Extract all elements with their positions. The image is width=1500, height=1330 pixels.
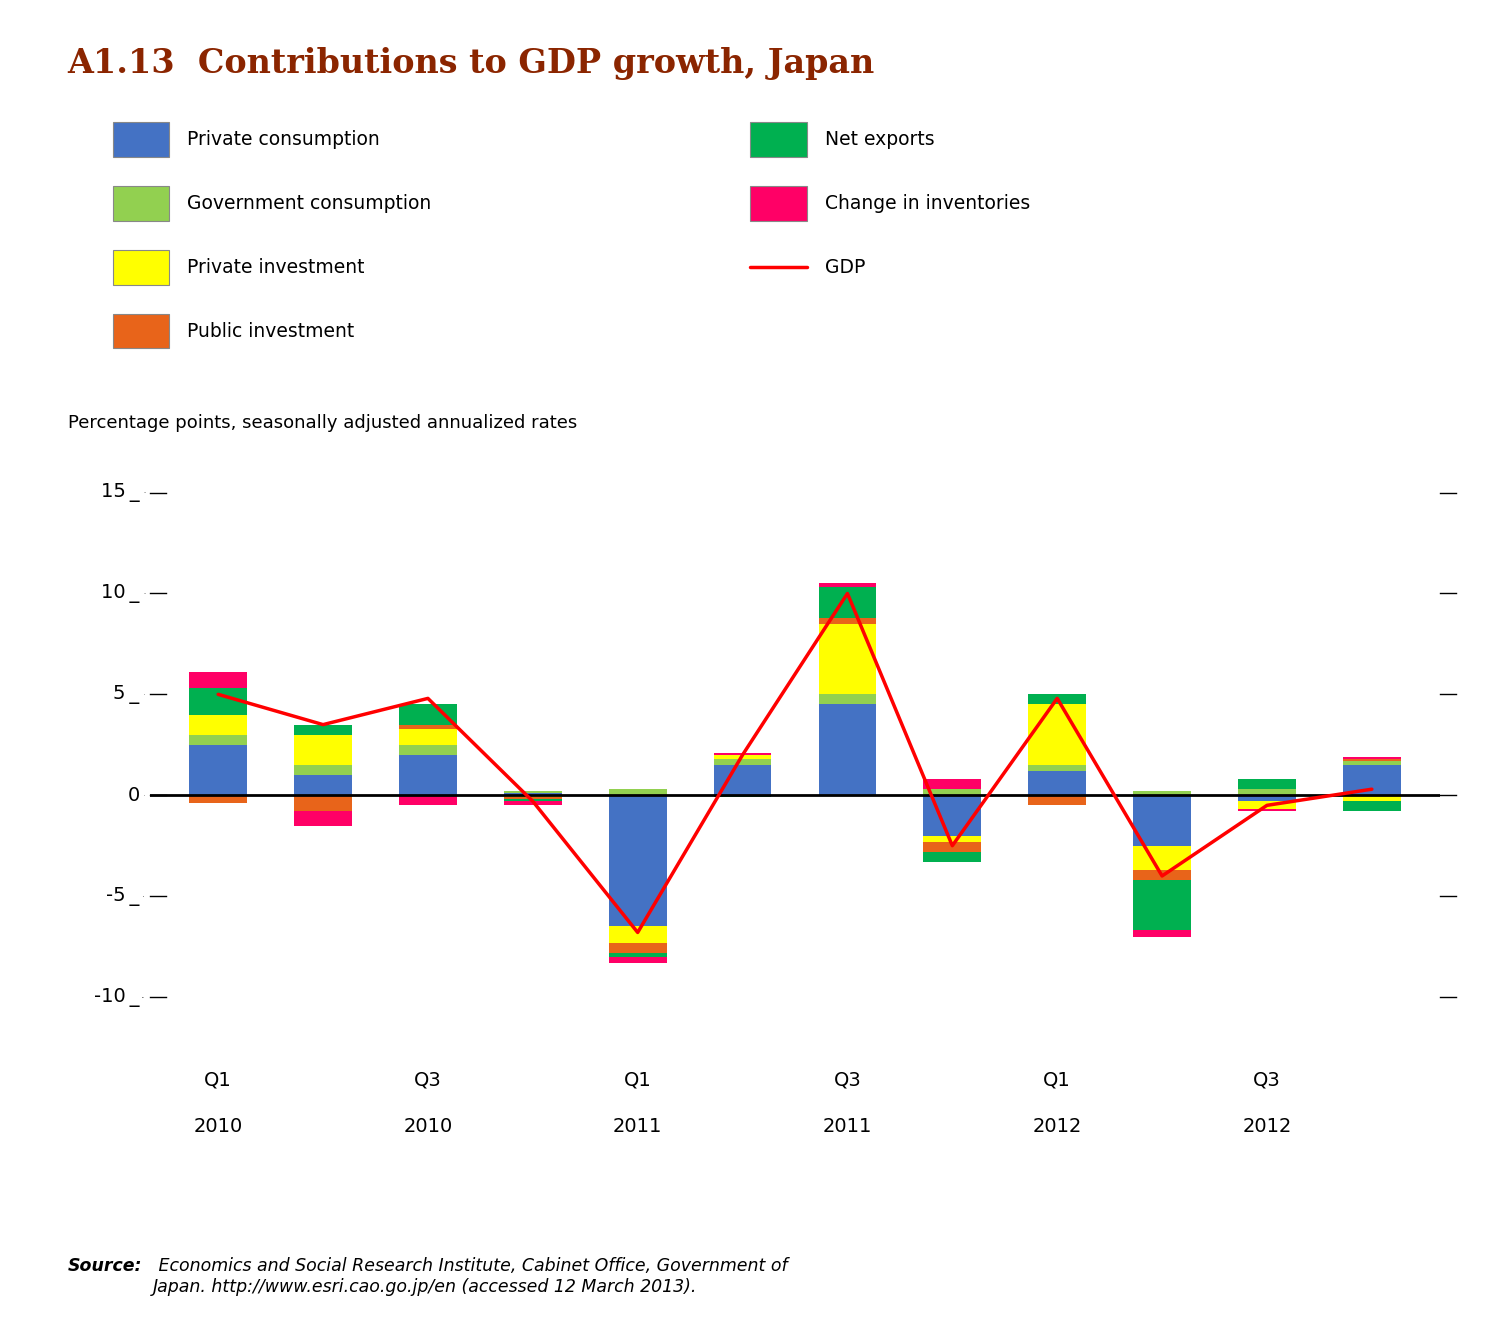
- Bar: [294, 775, 352, 795]
- Bar: [1342, 795, 1401, 801]
- Text: Q1: Q1: [624, 1071, 651, 1089]
- Bar: [399, 705, 458, 725]
- Text: 5 _: 5 _: [114, 685, 140, 704]
- Bar: [189, 734, 248, 745]
- Bar: [1342, 801, 1401, 811]
- Bar: [1132, 795, 1191, 846]
- Bar: [714, 753, 771, 755]
- Bar: [924, 779, 981, 789]
- Text: Economics and Social Research Institute, Cabinet Office, Government of
Japan. ht: Economics and Social Research Institute,…: [153, 1257, 788, 1295]
- Bar: [504, 791, 561, 793]
- Bar: [609, 952, 666, 956]
- Bar: [1342, 761, 1401, 765]
- Text: Percentage points, seasonally adjusted annualized rates: Percentage points, seasonally adjusted a…: [68, 414, 576, 432]
- Bar: [1132, 870, 1191, 880]
- Text: Source:: Source:: [68, 1257, 142, 1275]
- Text: 10 _: 10 _: [100, 584, 140, 602]
- Bar: [189, 714, 248, 734]
- Text: Q3: Q3: [834, 1071, 861, 1089]
- Text: 2010: 2010: [404, 1117, 453, 1136]
- Text: -5 _: -5 _: [106, 887, 140, 906]
- Bar: [1238, 795, 1296, 801]
- Bar: [189, 745, 248, 795]
- Bar: [714, 795, 771, 797]
- Text: -10 _: -10 _: [94, 988, 140, 1007]
- Bar: [819, 694, 876, 705]
- Text: 2011: 2011: [614, 1117, 663, 1136]
- Bar: [189, 795, 248, 803]
- Bar: [714, 765, 771, 795]
- Bar: [399, 795, 458, 806]
- Bar: [504, 793, 561, 795]
- Bar: [714, 755, 771, 759]
- Text: Q1: Q1: [204, 1071, 232, 1089]
- Text: Q3: Q3: [414, 1071, 442, 1089]
- Bar: [819, 624, 876, 694]
- Bar: [504, 797, 561, 799]
- Text: 2011: 2011: [824, 1117, 872, 1136]
- Text: Private investment: Private investment: [188, 258, 364, 277]
- Bar: [399, 725, 458, 729]
- Bar: [1132, 880, 1191, 931]
- Text: 2010: 2010: [194, 1117, 243, 1136]
- Bar: [504, 795, 561, 797]
- Bar: [189, 672, 248, 689]
- Text: Net exports: Net exports: [825, 130, 934, 149]
- Bar: [819, 588, 876, 617]
- Text: GDP: GDP: [825, 258, 866, 277]
- Text: 15 _: 15 _: [100, 483, 140, 501]
- Text: 2012: 2012: [1032, 1117, 1082, 1136]
- Bar: [1029, 795, 1086, 806]
- Bar: [819, 705, 876, 795]
- Text: Public investment: Public investment: [188, 322, 354, 340]
- Bar: [1132, 791, 1191, 795]
- Bar: [1238, 801, 1296, 810]
- Text: 0: 0: [128, 786, 140, 805]
- Bar: [924, 789, 981, 795]
- Bar: [1238, 779, 1296, 789]
- Bar: [1342, 765, 1401, 795]
- Text: A1.13  Contributions to GDP growth, Japan: A1.13 Contributions to GDP growth, Japan: [68, 47, 874, 80]
- Bar: [1238, 789, 1296, 795]
- Bar: [1342, 759, 1401, 761]
- Bar: [609, 927, 666, 943]
- Bar: [609, 943, 666, 952]
- Bar: [189, 689, 248, 714]
- Text: Government consumption: Government consumption: [188, 194, 432, 213]
- Bar: [504, 801, 561, 806]
- Text: Change in inventories: Change in inventories: [825, 194, 1031, 213]
- Bar: [1029, 765, 1086, 771]
- Bar: [714, 759, 771, 765]
- Bar: [1238, 810, 1296, 811]
- Bar: [1132, 846, 1191, 870]
- Bar: [819, 584, 876, 588]
- Bar: [819, 617, 876, 624]
- Bar: [609, 795, 666, 927]
- Bar: [609, 789, 666, 795]
- Text: Q1: Q1: [1044, 1071, 1071, 1089]
- Text: 2012: 2012: [1242, 1117, 1292, 1136]
- Bar: [1029, 694, 1086, 705]
- Bar: [399, 745, 458, 755]
- Text: Private consumption: Private consumption: [188, 130, 381, 149]
- Bar: [924, 795, 981, 835]
- Bar: [294, 734, 352, 765]
- Bar: [1029, 705, 1086, 765]
- Bar: [399, 729, 458, 745]
- Bar: [924, 835, 981, 842]
- Bar: [294, 725, 352, 734]
- Bar: [399, 755, 458, 795]
- Bar: [294, 811, 352, 826]
- Bar: [1342, 757, 1401, 759]
- Text: Q3: Q3: [1252, 1071, 1281, 1089]
- Bar: [1132, 931, 1191, 936]
- Bar: [504, 799, 561, 801]
- Bar: [294, 765, 352, 775]
- Bar: [924, 842, 981, 851]
- Bar: [609, 956, 666, 963]
- Bar: [294, 795, 352, 811]
- Bar: [924, 851, 981, 862]
- Bar: [1029, 771, 1086, 795]
